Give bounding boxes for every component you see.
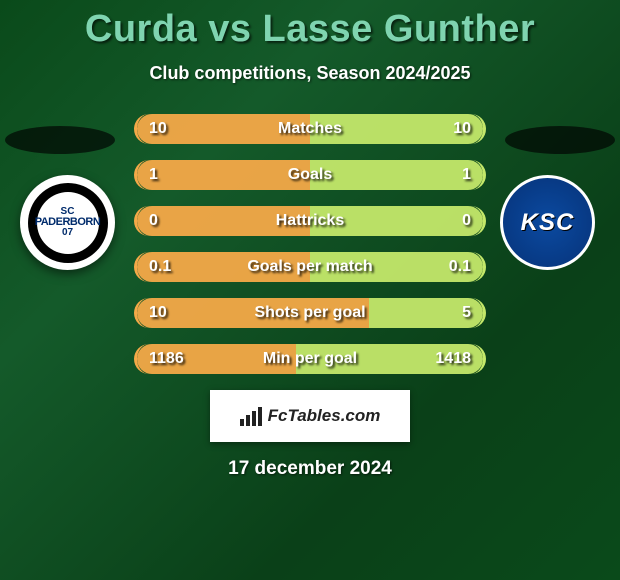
stat-row: 11Goals — [134, 160, 486, 190]
player-left-shadow — [5, 126, 115, 154]
brand-chart-icon — [240, 407, 262, 426]
stat-row: 00Hattricks — [134, 206, 486, 236]
stat-label: Goals — [137, 160, 483, 190]
stat-row: 0.10.1Goals per match — [134, 252, 486, 282]
player-right-shadow — [505, 126, 615, 154]
stat-row: 11861418Min per goal — [134, 344, 486, 374]
team-left-year: 07 — [62, 228, 73, 238]
brand-badge: FcTables.com — [210, 390, 410, 442]
subtitle: Club competitions, Season 2024/2025 — [0, 63, 620, 84]
stat-row: 105Shots per goal — [134, 298, 486, 328]
date-text: 17 december 2024 — [0, 458, 620, 480]
stats-container: 1010Matches 11Goals 00Hattricks 0.10.1Goals… — [134, 114, 486, 374]
team-left-logo: SC PADERBORN 07 — [20, 175, 120, 270]
stat-label: Min per goal — [137, 344, 483, 374]
stat-row: 1010Matches — [134, 114, 486, 144]
team-right-logo: KSC — [500, 175, 600, 270]
stat-label: Goals per match — [137, 252, 483, 282]
stat-label: Shots per goal — [137, 298, 483, 328]
page-title: Curda vs Lasse Gunther — [0, 0, 620, 51]
team-right-short: KSC — [521, 209, 575, 237]
stat-label: Hattricks — [137, 206, 483, 236]
stat-label: Matches — [137, 114, 483, 144]
brand-text: FcTables.com — [268, 406, 381, 426]
